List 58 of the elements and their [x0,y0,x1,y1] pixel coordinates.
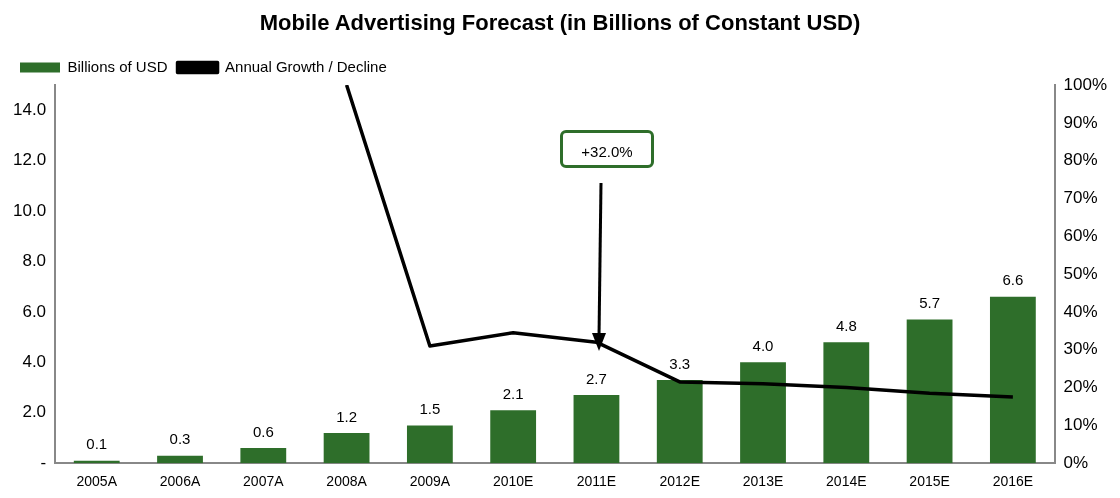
bar [490,410,537,464]
data-label: 3.3 [669,354,691,372]
y-tick-label: 4.0 [22,352,47,372]
x-tick-label: 2014E [826,473,867,490]
x-tick-label: 2008A [326,473,368,490]
bar [989,296,1036,464]
y-tick-label: 10.0 [12,200,47,220]
x-tick-label: 2009A [409,473,451,490]
legend-label: Billions of USD [67,57,168,75]
y2-tick-label: 20% [1063,377,1098,397]
y2-tick-label: 30% [1063,339,1098,359]
y-tick-label: 2.0 [22,402,47,422]
bar [406,425,453,464]
data-label: 0.6 [252,422,274,440]
bar [906,319,953,464]
chart-title: Mobile Advertising Forecast (in Billions of Constant USD) [258,10,862,36]
bar [240,448,287,464]
y-tick-label: 14.0 [12,99,47,119]
x-tick-label: 2016E [992,473,1034,490]
data-label: 4.0 [752,336,774,354]
bar [823,342,870,464]
y2-tick-label: 70% [1063,188,1098,208]
y2-tick-label: 0% [1063,452,1089,472]
x-tick-label: 2006A [159,473,201,490]
x-tick-label: 2015E [909,473,950,490]
data-label: 2.1 [502,384,524,402]
y-tick-label: - [40,452,47,472]
bar [740,362,786,464]
y2-tick-label: 100% [1063,74,1107,94]
x-tick-label: 2005A [76,473,118,490]
bar [573,395,620,464]
bar [157,455,203,464]
bar [656,380,703,464]
data-label: 0.1 [86,435,108,453]
x-tick-label: 2013E [742,473,784,490]
legend-label: Annual Growth / Decline [225,57,387,75]
data-label: 4.8 [835,316,857,334]
bar [323,432,370,464]
y2-tick-label: 60% [1063,225,1098,245]
annotation: +32.0% [560,130,654,168]
y2-tick-label: 90% [1063,112,1098,132]
y2-tick-label: 50% [1063,263,1098,283]
y-tick-label: 8.0 [22,251,47,271]
x-tick-label: 2010E [492,473,534,490]
data-label: 0.3 [169,430,191,448]
data-label: 2.7 [586,369,607,387]
y2-tick-label: 80% [1063,150,1098,170]
y-tick-label: 6.0 [22,301,47,321]
x-tick-label: 2007A [243,473,285,490]
data-label: 1.5 [419,400,441,418]
data-label: 6.6 [1002,271,1024,289]
data-label: 1.2 [336,407,358,425]
y-tick-label: 12.0 [12,150,47,170]
y2-tick-label: 40% [1063,301,1098,321]
y2-tick-label: 10% [1063,415,1098,435]
x-tick-label: 2011E [576,473,617,490]
x-tick-label: 2012E [659,473,700,490]
data-label: 5.7 [919,294,941,312]
